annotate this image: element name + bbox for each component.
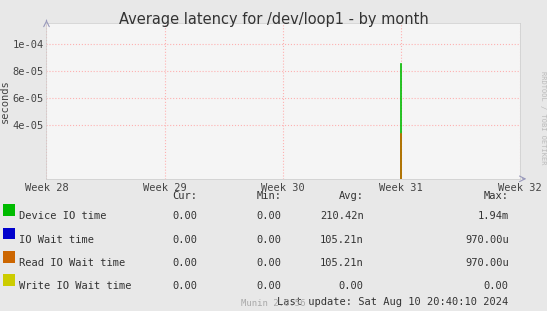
Text: Last update: Sat Aug 10 20:40:10 2024: Last update: Sat Aug 10 20:40:10 2024 bbox=[277, 297, 509, 307]
Text: 0.00: 0.00 bbox=[172, 258, 197, 268]
Text: 0.00: 0.00 bbox=[257, 281, 282, 291]
Text: Max:: Max: bbox=[484, 191, 509, 201]
Text: 0.00: 0.00 bbox=[257, 235, 282, 245]
Text: 1.94m: 1.94m bbox=[478, 211, 509, 221]
Text: 105.21n: 105.21n bbox=[320, 258, 364, 268]
Text: Device IO time: Device IO time bbox=[19, 211, 107, 221]
Text: 210.42n: 210.42n bbox=[320, 211, 364, 221]
Text: Read IO Wait time: Read IO Wait time bbox=[19, 258, 125, 268]
Text: 0.00: 0.00 bbox=[172, 211, 197, 221]
Text: 0.00: 0.00 bbox=[172, 281, 197, 291]
Text: 0.00: 0.00 bbox=[257, 258, 282, 268]
Text: 105.21n: 105.21n bbox=[320, 235, 364, 245]
Text: 0.00: 0.00 bbox=[257, 211, 282, 221]
Text: Munin 2.0.56: Munin 2.0.56 bbox=[241, 299, 306, 308]
Text: Average latency for /dev/loop1 - by month: Average latency for /dev/loop1 - by mont… bbox=[119, 12, 428, 27]
Text: Min:: Min: bbox=[257, 191, 282, 201]
Text: 970.00u: 970.00u bbox=[465, 235, 509, 245]
Text: RRDTOOL / TOBI OETIKER: RRDTOOL / TOBI OETIKER bbox=[540, 72, 545, 165]
Y-axis label: seconds: seconds bbox=[0, 79, 10, 123]
Text: Cur:: Cur: bbox=[172, 191, 197, 201]
Text: 0.00: 0.00 bbox=[339, 281, 364, 291]
Text: 970.00u: 970.00u bbox=[465, 258, 509, 268]
Text: IO Wait time: IO Wait time bbox=[19, 235, 94, 245]
Text: Avg:: Avg: bbox=[339, 191, 364, 201]
Text: Write IO Wait time: Write IO Wait time bbox=[19, 281, 132, 291]
Text: 0.00: 0.00 bbox=[172, 235, 197, 245]
Text: 0.00: 0.00 bbox=[484, 281, 509, 291]
